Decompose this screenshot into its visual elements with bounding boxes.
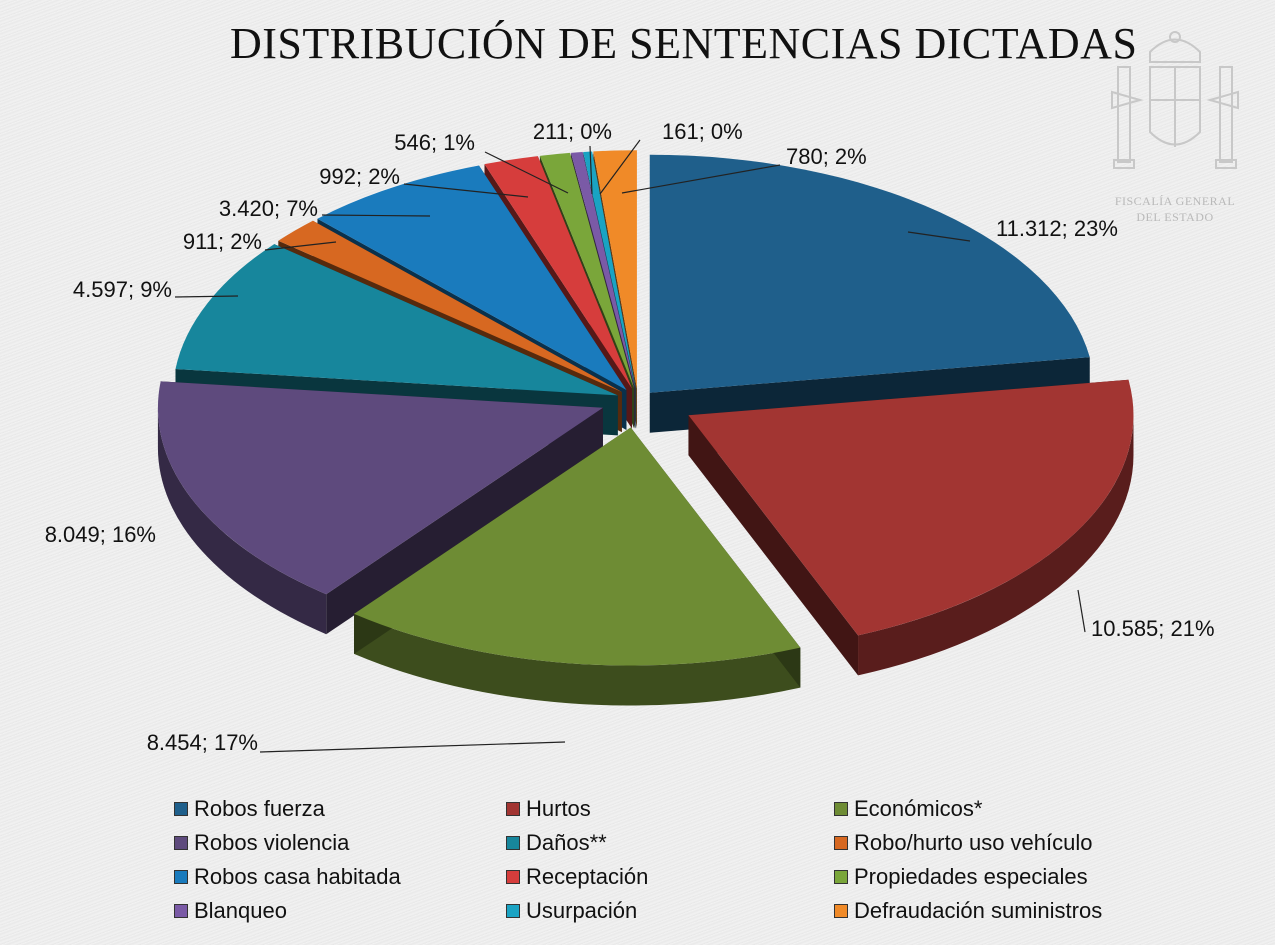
pie-slice <box>157 381 603 635</box>
data-label: 211; 0% <box>533 119 612 144</box>
legend-swatch <box>174 870 188 884</box>
legend-swatch <box>834 904 848 918</box>
seal-line-1: FISCALÍA GENERAL <box>1114 194 1236 208</box>
data-label: 3.420; 7% <box>219 196 318 221</box>
coat-of-arms-icon <box>1111 31 1239 169</box>
legend-swatch <box>174 836 188 850</box>
legend-label: Robos violencia <box>194 830 350 855</box>
legend-item: Propiedades especiales <box>834 864 1088 890</box>
leader-line <box>174 295 239 298</box>
data-label: 992; 2% <box>319 164 400 189</box>
legend-label: Robos fuerza <box>194 796 325 821</box>
legend-swatch <box>834 870 848 884</box>
data-label: 11.312; 23% <box>996 216 1118 241</box>
leader-line <box>321 214 431 217</box>
legend-swatch <box>174 904 188 918</box>
legend-label: Usurpación <box>526 898 638 923</box>
legend-swatch <box>834 802 848 816</box>
leader-line <box>907 231 971 242</box>
legend-item: Hurtos <box>506 796 591 822</box>
data-label: 8.454; 17% <box>147 730 258 755</box>
legend-label: Robo/hurto uso vehículo <box>854 830 1093 855</box>
data-label: 10.585; 21% <box>1091 616 1215 641</box>
leader-line <box>403 183 529 198</box>
data-label: 161; 0% <box>662 119 743 144</box>
legend-item: Defraudación suministros <box>834 898 1102 924</box>
legend-label: Económicos* <box>854 796 983 821</box>
legend-item: Robo/hurto uso vehículo <box>834 830 1093 856</box>
leader-line <box>264 241 337 251</box>
legend-swatch <box>506 802 520 816</box>
legend-label: Defraudación suministros <box>854 898 1103 923</box>
chart-title: DISTRIBUCIÓN DE SENTENCIAS DICTADAS <box>230 19 1138 68</box>
leader-line <box>259 741 566 753</box>
pie-slice <box>354 427 801 706</box>
legend-swatch <box>834 836 848 850</box>
seal-line-2: DEL ESTADO <box>1136 210 1214 224</box>
leader-line <box>621 164 781 194</box>
fiscalia-seal: FISCALÍA GENERAL DEL ESTADO <box>1100 22 1250 224</box>
legend-label: Receptación <box>526 864 649 889</box>
data-label: 4.597; 9% <box>73 277 172 302</box>
legend-label: Daños** <box>526 830 607 855</box>
legend-item: Económicos* <box>834 796 982 822</box>
data-label: 8.049; 16% <box>45 522 156 547</box>
legend-swatch <box>506 904 520 918</box>
legend-item: Robos casa habitada <box>174 864 401 890</box>
legend-label: Hurtos <box>526 796 591 821</box>
legend-item: Receptación <box>506 864 648 890</box>
leader-line <box>589 145 593 195</box>
legend-label: Blanqueo <box>194 898 287 923</box>
data-label: 911; 2% <box>183 229 262 254</box>
legend-swatch <box>174 802 188 816</box>
legend-item: Robos fuerza <box>174 796 325 822</box>
legend-label: Propiedades especiales <box>854 864 1088 889</box>
data-label: 780; 2% <box>786 144 867 169</box>
legend-item: Robos violencia <box>174 830 349 856</box>
legend-item: Blanqueo <box>174 898 287 924</box>
legend-item: Daños** <box>506 830 607 856</box>
legend-swatch <box>506 870 520 884</box>
legend-item: Usurpación <box>506 898 637 924</box>
legend-swatch <box>506 836 520 850</box>
pie-slice <box>688 379 1134 676</box>
legend-label: Robos casa habitada <box>194 864 401 889</box>
leader-line <box>484 151 569 194</box>
leader-line <box>1077 589 1086 633</box>
leader-line <box>599 139 641 195</box>
data-label: 546; 1% <box>394 130 475 155</box>
